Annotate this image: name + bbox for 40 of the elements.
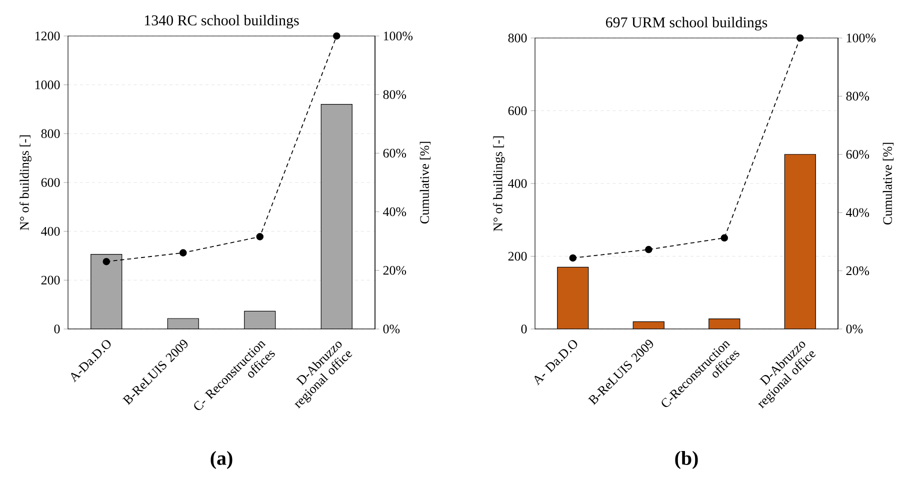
y-tick-label: 0 <box>521 324 527 334</box>
y-tick-label: 800 <box>508 34 527 42</box>
y-tick-label: 200 <box>41 276 60 285</box>
y2-tick-label: 0% <box>383 324 400 334</box>
y2-axis-title: Cumulative [%] <box>882 142 894 224</box>
y-axis-title: N° of buildings [-] <box>493 136 505 232</box>
y-tick-label: 400 <box>508 179 527 188</box>
y-tick-label: 0 <box>54 324 60 334</box>
y2-tick-label: 80% <box>846 92 870 101</box>
y-tick-label: 1200 <box>35 32 60 40</box>
chart-title: 1340 RC school buildings <box>144 14 299 28</box>
point <box>332 32 340 40</box>
point <box>720 234 728 242</box>
y-tick-label: 1000 <box>35 80 60 90</box>
y2-tick-label: 100% <box>384 32 413 40</box>
y2-tick-label: 0% <box>846 324 863 334</box>
y2-tick-label: 60% <box>846 150 870 159</box>
y2-tick-label: 100% <box>846 34 876 42</box>
y-tick-label: 600 <box>41 178 60 187</box>
chart-title: 697 URM school buildings <box>606 16 768 30</box>
y-tick-label: 200 <box>508 252 527 261</box>
point <box>569 254 577 262</box>
y2-axis-title: Cumulative [%] <box>420 142 431 224</box>
y-tick-label: 600 <box>508 106 527 116</box>
y2-tick-label: 20% <box>383 266 406 275</box>
point <box>102 258 110 266</box>
point <box>179 249 187 256</box>
text: (a) <box>210 450 232 470</box>
point <box>645 246 652 254</box>
y2-tick-label: 80% <box>383 90 406 99</box>
y2-tick-label: 20% <box>846 266 870 276</box>
y2-tick-label: 40% <box>383 207 406 216</box>
text: (b) <box>675 450 698 470</box>
y2-tick-label: 60% <box>383 148 406 158</box>
point <box>256 233 264 240</box>
point <box>796 34 804 42</box>
y2-tick-label: 40% <box>846 208 870 217</box>
y-tick-label: 400 <box>41 226 60 236</box>
y-axis-title: N° of buildings [-] <box>20 135 32 230</box>
y-tick-label: 800 <box>41 129 60 138</box>
